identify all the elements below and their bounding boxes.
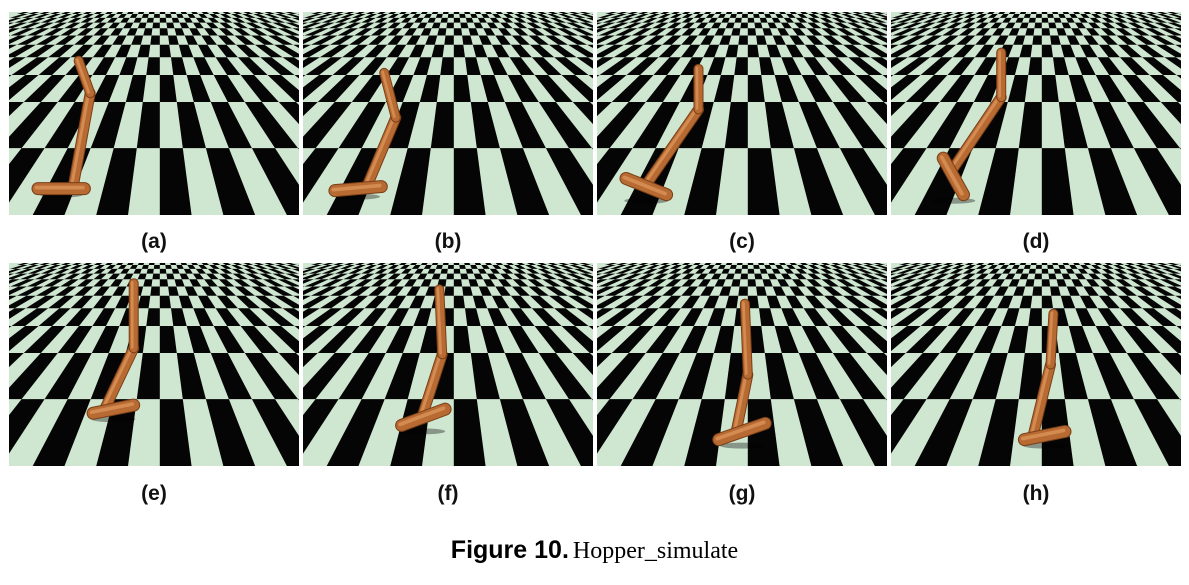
panel-label-d: (d) xyxy=(1022,230,1050,253)
hopper-image-d xyxy=(891,12,1181,215)
panel-h xyxy=(891,263,1181,466)
hopper-image-a xyxy=(9,12,299,215)
figure-title: Hopper_simulate xyxy=(572,538,739,564)
panel-label-f: (f) xyxy=(437,482,459,505)
panel-label-c: (c) xyxy=(729,230,755,253)
panel-f xyxy=(303,263,593,466)
hopper-image-e xyxy=(9,263,299,466)
panel-g xyxy=(597,263,887,466)
panel-label-g: (g) xyxy=(728,482,756,505)
panel-label-h: (h) xyxy=(1022,482,1050,505)
figure-label: Figure 10. xyxy=(450,536,569,564)
panel-e xyxy=(9,263,299,466)
panel-label-e: (e) xyxy=(141,482,167,505)
hopper-image-h xyxy=(891,263,1181,466)
hopper-image-g xyxy=(597,263,887,466)
hopper-image-b xyxy=(303,12,593,215)
hopper-image-c xyxy=(597,12,887,215)
panel-d xyxy=(891,12,1181,215)
panel-label-b: (b) xyxy=(434,230,462,253)
hopper-image-f xyxy=(303,263,593,466)
panel-c xyxy=(597,12,887,215)
panel-a xyxy=(9,12,299,215)
panel-b xyxy=(303,12,593,215)
figure-caption: Figure 10. Hopper_simulate xyxy=(0,536,1189,565)
panel-label-a: (a) xyxy=(141,230,167,253)
